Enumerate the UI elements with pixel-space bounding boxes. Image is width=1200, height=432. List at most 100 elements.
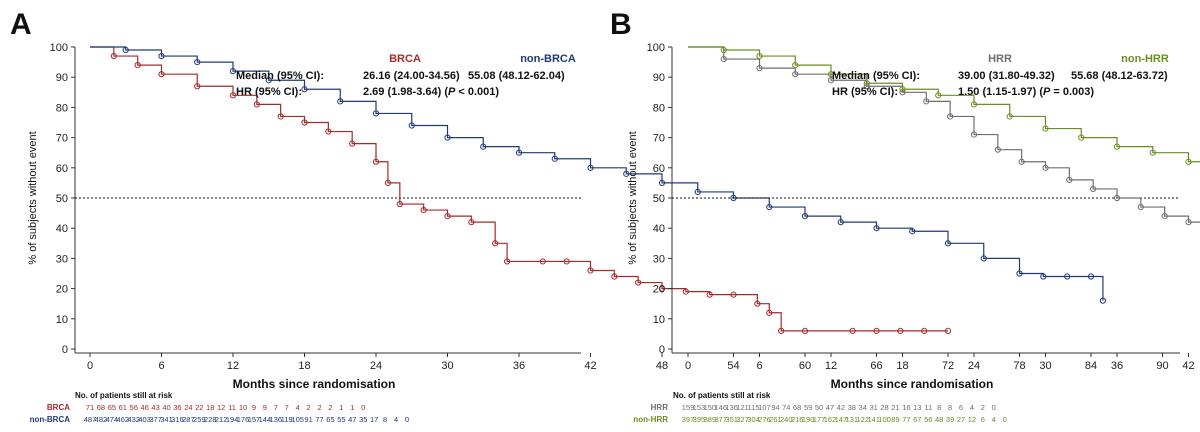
risk-count: 27 — [957, 415, 965, 424]
y-axis-label: % of subjects without event — [27, 131, 39, 264]
risk-count: 10 — [239, 403, 247, 412]
y-tick-label: 0 — [659, 344, 665, 356]
x-tick-label: 42 — [584, 360, 596, 372]
risk-count: 474 — [106, 415, 119, 424]
risk-count: 47 — [348, 415, 356, 424]
censor-mark — [1113, 194, 1121, 202]
censor-mark — [658, 285, 666, 292]
x-tick-label: 24 — [968, 360, 980, 372]
censor-mark — [492, 240, 499, 247]
y-tick-label: 10 — [653, 314, 665, 326]
y-tick-label: 40 — [653, 223, 665, 235]
hr-label: HR (95% CI): — [236, 86, 302, 98]
x-tick-label: 78 — [1013, 360, 1025, 372]
risk-count: 121 — [736, 403, 749, 412]
y-tick-label: 70 — [653, 133, 665, 145]
y-tick-label: 70 — [56, 133, 68, 145]
censor-mark — [1185, 219, 1192, 226]
censor-mark — [551, 155, 558, 162]
censor-mark — [563, 258, 570, 265]
risk-count: 42 — [837, 403, 845, 412]
risk-count: 341 — [160, 415, 173, 424]
risk-count: 150 — [704, 403, 717, 412]
y-tick-label: 0 — [62, 344, 68, 356]
y-tick-label: 80 — [653, 102, 665, 114]
censor-mark — [873, 225, 880, 232]
risk-count: 316 — [171, 415, 184, 424]
median-value-2: 55.08 (48.12-62.04) — [468, 70, 565, 82]
risk-table-title: No. of patients still at risk — [75, 391, 173, 400]
risk-count: 65 — [108, 403, 116, 412]
censor-mark — [122, 46, 129, 54]
risk-count: 12 — [217, 403, 225, 412]
x-tick-label: 18 — [298, 360, 310, 372]
censor-mark — [301, 119, 308, 126]
risk-count: 2 — [307, 403, 311, 412]
censor-mark — [337, 98, 344, 105]
risk-count: 11 — [924, 403, 932, 412]
x-tick-label: 36 — [1111, 360, 1123, 372]
median-value-2: 55.68 (48.12-63.72) — [1071, 70, 1168, 82]
hr-value: 1.50 (1.15-1.97) (P = 0.003) — [958, 86, 1094, 98]
risk-count: 287 — [182, 415, 195, 424]
censor-mark — [134, 62, 141, 69]
x-axis-label: Months since randomisation — [831, 377, 994, 391]
censor-mark — [480, 143, 487, 150]
censor-mark — [899, 86, 906, 93]
censor-mark — [792, 62, 799, 69]
risk-count: 159 — [682, 403, 695, 412]
risk-count: 36 — [173, 403, 181, 412]
risk-count: 94 — [771, 403, 779, 412]
censor-mark — [158, 71, 165, 78]
risk-table-title: No. of patients still at risk — [673, 391, 771, 400]
censor-mark — [1078, 134, 1085, 141]
risk-count: 228 — [204, 415, 217, 424]
risk-count: 6 — [981, 415, 985, 424]
risk-count: 136 — [270, 415, 283, 424]
risk-count: 4 — [992, 415, 996, 424]
censor-mark — [909, 228, 916, 235]
median-value-1: 39.00 (31.80-49.32) — [958, 70, 1055, 82]
risk-count: 194 — [226, 415, 239, 424]
censor-mark — [1016, 270, 1023, 277]
censor-mark — [194, 83, 201, 90]
censor-mark — [384, 179, 392, 186]
median-label: Median (95% CI): — [832, 70, 920, 82]
x-tick-label: 36 — [513, 360, 525, 372]
x-tick-label: 90 — [1156, 360, 1168, 372]
x-axis-label: Months since randomisation — [233, 377, 396, 391]
censor-mark — [921, 327, 928, 334]
y-tick-label: 60 — [56, 163, 68, 175]
censor-mark — [229, 68, 237, 75]
risk-count: 7 — [274, 403, 278, 412]
risk-count: 8 — [937, 403, 941, 412]
risk-count: 11 — [228, 403, 236, 412]
risk-count: 141 — [867, 415, 880, 424]
censor-mark — [730, 291, 737, 298]
risk-count: 153 — [693, 403, 706, 412]
censor-mark — [253, 101, 260, 108]
risk-count: 100 — [878, 415, 891, 424]
censor-mark — [849, 327, 856, 334]
risk-count: 462 — [117, 415, 130, 424]
censor-mark — [827, 71, 835, 78]
risk-count: 77 — [315, 415, 323, 424]
censor-mark — [801, 213, 809, 220]
y-tick-label: 30 — [653, 253, 665, 265]
x-tick-label: 60 — [799, 360, 811, 372]
x-tick-label: 30 — [1039, 360, 1051, 372]
risk-count: 39 — [946, 415, 954, 424]
risk-count: 6 — [959, 403, 963, 412]
risk-count: 22 — [195, 403, 203, 412]
risk-count: 147 — [835, 415, 848, 424]
y-tick-label: 100 — [50, 42, 68, 54]
risk-count: 403 — [138, 415, 151, 424]
y-tick-label: 20 — [653, 284, 665, 296]
risk-count: 17 — [370, 415, 378, 424]
risk-row-label: HRR — [651, 403, 669, 412]
risk-count: 240 — [780, 415, 793, 424]
risk-count: 68 — [793, 403, 801, 412]
censor-mark — [372, 110, 380, 117]
risk-count: 377 — [715, 415, 728, 424]
censor-mark — [301, 86, 308, 93]
